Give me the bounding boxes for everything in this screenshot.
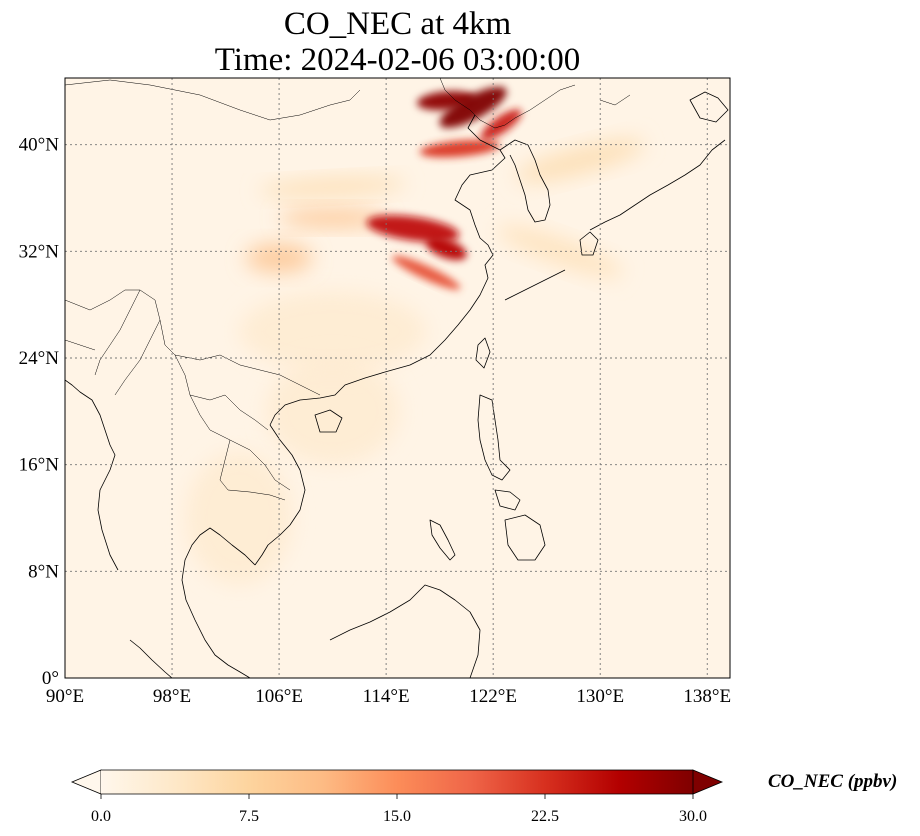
coastline-hokkaido xyxy=(689,91,729,123)
lat-tick-label: 16°N xyxy=(19,455,60,476)
coastline-hainan xyxy=(314,409,343,433)
colorbar-tick-label: 22.5 xyxy=(531,808,559,825)
coastline-china xyxy=(269,114,506,426)
colorbar-bar xyxy=(101,770,693,794)
coastline-mindanao xyxy=(504,514,546,561)
plume-10 xyxy=(515,139,645,183)
coastline-visayas xyxy=(494,489,521,511)
colorbar-ticks: 0.0 7.5 15.0 22.5 30.0 xyxy=(91,794,707,825)
lon-tick-label: 114°E xyxy=(363,686,410,707)
plume-12 xyxy=(238,291,427,372)
lon-tick-label: 98°E xyxy=(153,686,191,707)
colorbar-label: CO_NEC (ppbv) xyxy=(768,771,898,792)
map-frame xyxy=(64,77,731,679)
map-time-subtitle: Time: 2024-02-06 03:00:00 xyxy=(214,42,581,78)
lat-tick-label: 32°N xyxy=(19,241,60,262)
plume-9 xyxy=(259,177,407,198)
colorbar-tick-label: 7.5 xyxy=(239,808,259,825)
coastline-taiwan xyxy=(475,337,491,369)
coastline-korea xyxy=(499,139,551,223)
lat-tick-label: 0° xyxy=(42,668,59,689)
colorbar-tick-label: 0.0 xyxy=(91,808,111,825)
coastlines-borders xyxy=(65,78,729,678)
axis-labels: 90°E 98°E 106°E 114°E 122°E 130°E 138°E 0° 8°N 16… xyxy=(19,135,731,707)
plume-5 xyxy=(425,237,467,261)
lon-tick-label: 90°E xyxy=(46,686,84,707)
plume-14 xyxy=(185,451,293,585)
lat-tick-label: 40°N xyxy=(19,135,60,156)
plume-3 xyxy=(419,139,500,158)
plume-7 xyxy=(279,208,387,228)
coastline-gulf-of-thailand xyxy=(181,527,256,678)
colorbar-max-extend-arrow xyxy=(692,769,724,795)
colorbar-tick-label: 30.0 xyxy=(679,808,707,825)
plume-6 xyxy=(392,255,461,290)
graticule xyxy=(65,78,730,678)
lon-tick-label: 122°E xyxy=(469,686,517,707)
coastline-luzon xyxy=(477,394,511,481)
plume-4 xyxy=(366,215,460,243)
coastline-japan xyxy=(589,139,726,231)
coastline-ryukyu xyxy=(504,269,566,301)
coastline-borneo xyxy=(329,584,481,678)
plume-0 xyxy=(439,86,507,128)
lon-tick-label: 138°E xyxy=(683,686,731,707)
lon-tick-label: 130°E xyxy=(576,686,624,707)
border-north xyxy=(65,78,631,129)
map-title: CO_NEC at 4km xyxy=(283,6,512,42)
coastline-vietnam xyxy=(254,424,306,566)
border-mainland xyxy=(65,289,321,501)
coastline-sumatra xyxy=(129,639,173,678)
coastline-kyushu xyxy=(579,231,599,256)
coastline-myanmar xyxy=(65,379,119,571)
coastline-palawan xyxy=(429,519,456,561)
colorbar-min-extend-arrow xyxy=(70,769,102,795)
colorbar: 0.0 7.5 15.0 22.5 30.0 xyxy=(70,769,724,825)
plume-2 xyxy=(480,109,522,140)
lat-tick-label: 8°N xyxy=(28,561,59,582)
colorbar-tick-label: 15.0 xyxy=(383,808,411,825)
map-background xyxy=(65,78,730,678)
lon-tick-label: 106°E xyxy=(255,686,303,707)
lat-tick-label: 24°N xyxy=(19,348,60,369)
